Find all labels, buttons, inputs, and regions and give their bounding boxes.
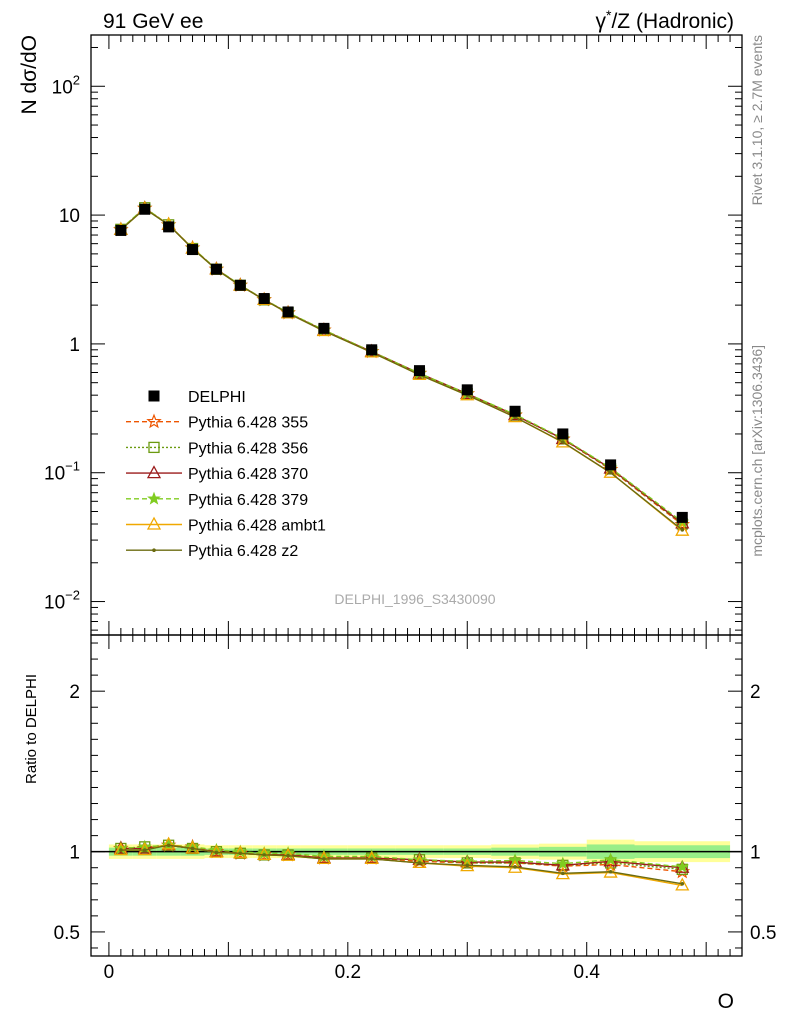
data-point-14: [605, 459, 617, 471]
header-right: γ*/Z (Hadronic): [596, 7, 734, 33]
main-series-5-point-13: [561, 440, 565, 444]
legend-marker-3: [146, 465, 162, 479]
main-series-5-point-15: [680, 528, 685, 532]
ratio-series-3-point-14: [603, 852, 618, 866]
legend-label-6: Pythia 6.428 z2: [188, 543, 298, 560]
ratio-frame: [90, 634, 743, 957]
data-point-12: [509, 405, 521, 417]
main-ytick-label-4: 102: [52, 72, 80, 98]
ratio-ytick-label-left-1: 1: [69, 843, 80, 864]
ratio-series-4-point-15: [675, 877, 690, 891]
ratio-series-4-point-10: [412, 855, 427, 869]
main-series-4-point-14: [603, 464, 618, 478]
ratio-series-5-point-5: [238, 851, 243, 856]
ratio-series-3-point-13: [555, 856, 570, 870]
rivet-label: Rivet 3.1.10, ≥ 2.7M events: [749, 35, 765, 205]
ratio-series-5-point-15: [680, 881, 685, 886]
legend-label-0: DELPHI: [188, 389, 246, 406]
legend-label-3: Pythia 6.428 370: [188, 466, 308, 483]
data-point-10: [413, 365, 425, 377]
ratio-series-4-point-5: [233, 845, 248, 859]
ratio-series-line-5: [120, 844, 683, 885]
ratio-series-5-point-13: [561, 871, 565, 876]
data-point-7: [282, 306, 294, 318]
legend-marker-4: [147, 491, 161, 505]
main-ytick-label-0: 10−2: [44, 588, 80, 614]
ratio-series-5-point-8: [322, 857, 326, 861]
main-ytick-label-1: 10−1: [44, 459, 80, 485]
ratio-panel: 0 0.2 0.4 0.5 0.5 1 1 2 2: [54, 634, 776, 983]
ratio-series-5-point-2: [166, 843, 171, 848]
data-point-4: [210, 263, 222, 275]
header-left: 91 GeV ee: [103, 10, 203, 33]
ratio-series-4-point-9: [364, 851, 379, 865]
ratio-series-5-point-14: [608, 869, 613, 874]
main-series-4-point-13: [555, 434, 570, 448]
legend-marker-1: [146, 413, 162, 429]
main-series-4-point-15: [675, 522, 690, 536]
ratio-ytick-label-right-0: 0.5: [750, 923, 776, 944]
ratio-series-5-point-10: [417, 861, 422, 865]
ratio-series-5-point-1: [142, 848, 147, 852]
legend-label-2: Pythia 6.428 356: [188, 440, 308, 457]
data-point-8: [318, 322, 330, 334]
legend-marker-0: [148, 390, 160, 402]
data-point-0: [115, 224, 127, 236]
main-ytick-label-3: 10: [59, 206, 80, 227]
main-ylabel: N dσ/dO: [18, 35, 41, 115]
ratio-series-4-point-8: [316, 851, 332, 865]
legend-marker-5: [146, 516, 162, 530]
data-point-13: [557, 428, 569, 440]
data-point-11: [461, 384, 473, 396]
legend-label-1: Pythia 6.428 355: [188, 415, 308, 432]
ratio-series-4-point-2: [161, 836, 176, 850]
ratio-series-5-point-12: [513, 865, 517, 869]
ratio-series-5-point-7: [286, 853, 290, 858]
main-series-5-point-14: [608, 470, 613, 475]
legend: DELPHI Pythia 6.428 355 Pythia 6.428 356 Py…: [126, 389, 326, 560]
ratio-xtick-label-1: 0.2: [335, 962, 361, 983]
ratio-series-5-point-3: [190, 846, 195, 851]
ratio-series-5-point-6: [262, 853, 267, 857]
analysis-watermark: DELPHI_1996_S3430090: [334, 591, 495, 607]
ratio-series-5-point-0: [119, 848, 123, 852]
data-point-6: [258, 293, 270, 305]
ratio-series-3-point-15: [675, 859, 690, 873]
ratio-series-5-point-11: [465, 863, 470, 868]
legend-marker-2: [148, 441, 160, 454]
ratio-ytick-label-right-1: 1: [750, 843, 761, 864]
data-point-1: [139, 203, 151, 215]
ratio-ytick-label-left-0: 0.5: [54, 923, 80, 944]
ratio-ytick-label-right-2: 2: [750, 682, 761, 703]
data-point-3: [187, 244, 199, 256]
ratio-xtick-label-0: 0: [104, 962, 115, 983]
data-point-2: [163, 221, 175, 233]
legend-marker-6: [152, 548, 156, 552]
ratio-ytick-label-left-2: 2: [69, 682, 80, 703]
ratio-xtick-label-2: 0.4: [574, 962, 601, 983]
data-point-9: [366, 344, 378, 356]
main-series-line-5: [120, 207, 683, 531]
ratio-ylabel: Ratio to DELPHI: [23, 674, 40, 784]
legend-label-5: Pythia 6.428 ambt1: [188, 518, 326, 535]
mcplots-label: mcplots.cern.ch [arXiv:1306.3436]: [749, 345, 765, 557]
ratio-series-5-point-4: [214, 850, 219, 855]
main-ytick-label-2: 1: [69, 335, 80, 356]
data-point-15: [676, 511, 688, 523]
data-point-5: [234, 279, 246, 291]
ratio-xlabel: O: [718, 990, 734, 1013]
ratio-series-4-point-7: [280, 847, 296, 861]
ratio-series-4-point-6: [257, 847, 272, 861]
main-panel: 10−2 10−1 1 10 102: [44, 34, 743, 636]
ratio-series-4-point-0: [113, 842, 128, 856]
legend-label-4: Pythia 6.428 379: [188, 492, 308, 509]
ratio-series-5-point-9: [369, 857, 374, 861]
